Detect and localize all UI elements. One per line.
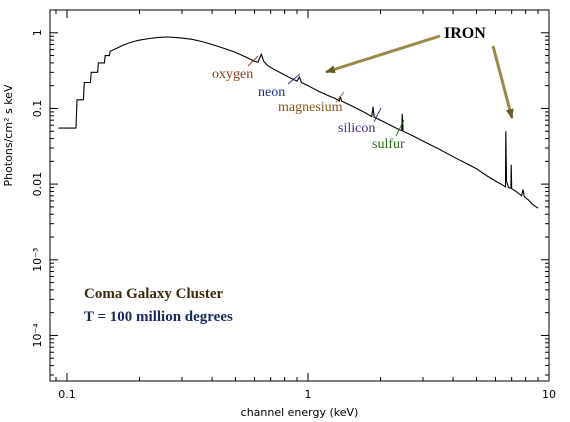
silicon-pointer <box>373 107 382 123</box>
annotation-neon: neon <box>258 85 285 100</box>
spectrum-line <box>58 36 539 209</box>
x-tick-label: 0.1 <box>58 388 76 401</box>
y-tick-label: 0.1 <box>31 100 44 118</box>
iron-arrow-left <box>325 34 441 74</box>
y-tick-label: 0.01 <box>31 172 44 197</box>
axis-ticks <box>50 9 550 381</box>
annotation-cluster-name: Coma Galaxy Cluster <box>84 286 223 302</box>
x-tick-label: 10 <box>542 388 556 401</box>
annotation-magnesium: magnesium <box>278 100 343 115</box>
magnesium-pointer <box>335 91 345 103</box>
y-tick-label: 10⁻⁴ <box>31 323 44 348</box>
x-axis-label: channel energy (keV) <box>241 406 359 419</box>
plot-frame <box>49 9 550 382</box>
annotation-temperature: T = 100 million degrees <box>84 309 233 325</box>
y-axis-label: Photons/cm² s keV <box>2 84 15 186</box>
sulfur-pointer <box>395 119 405 137</box>
annotation-oxygen: oxygen <box>212 67 253 82</box>
annotation-lines <box>247 34 514 137</box>
y-tick-label: 10⁻³ <box>31 248 44 272</box>
neon-pointer <box>287 73 301 85</box>
iron-arrow-right <box>491 45 514 119</box>
annotation-iron: IRON <box>444 25 486 42</box>
oxygen-pointer <box>247 55 259 67</box>
annotation-silicon: silicon <box>338 121 375 136</box>
y-tick-label: 1 <box>31 29 44 36</box>
annotation-sulfur: sulfur <box>372 137 405 152</box>
x-tick-label: 1 <box>305 388 312 401</box>
